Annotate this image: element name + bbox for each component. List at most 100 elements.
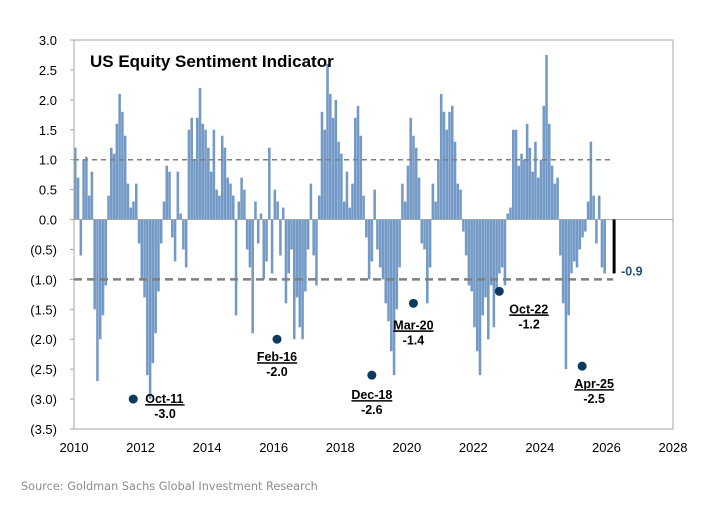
bar — [193, 159, 196, 220]
bar — [578, 219, 582, 250]
bar — [115, 123, 119, 220]
bar — [143, 219, 146, 298]
bar — [254, 201, 257, 220]
bar — [284, 219, 288, 304]
bar — [129, 207, 132, 220]
bar — [248, 219, 252, 268]
bar — [317, 195, 321, 220]
bar — [387, 219, 390, 322]
bar — [437, 159, 440, 220]
x-tick-label: 2016 — [259, 440, 288, 455]
bar — [309, 183, 313, 220]
bar — [340, 153, 343, 220]
annotation-date: Oct-22 — [509, 302, 548, 316]
bar — [126, 183, 130, 220]
bar — [586, 201, 590, 220]
bar — [575, 219, 579, 268]
bar — [570, 219, 573, 274]
bar — [423, 219, 426, 250]
bar — [132, 201, 135, 220]
source-note: Source: Goldman Sachs Global Investment … — [21, 480, 318, 493]
bar — [428, 219, 432, 268]
y-tick-label: 2.0 — [39, 93, 57, 108]
x-tick-label: 2020 — [392, 440, 421, 455]
bar — [553, 183, 557, 220]
bar — [592, 195, 595, 220]
bar — [182, 219, 185, 250]
latest-value-label: -0.9 — [621, 264, 643, 278]
bar — [256, 219, 260, 244]
bar — [209, 171, 213, 220]
bar — [403, 201, 407, 220]
bar — [539, 159, 543, 220]
bar — [367, 219, 371, 280]
bar — [398, 219, 401, 268]
bar — [492, 219, 496, 328]
bar — [470, 219, 473, 292]
y-tick-label: (1.0) — [30, 272, 57, 287]
bar — [356, 105, 360, 220]
bar — [74, 147, 77, 220]
bar — [85, 156, 88, 220]
bar — [487, 219, 490, 340]
bar — [378, 219, 382, 268]
bar — [498, 219, 501, 274]
annotation-date: Dec-18 — [351, 388, 392, 402]
bar-series — [74, 54, 607, 400]
bar — [431, 183, 435, 220]
bar — [434, 201, 437, 220]
annotation-marker — [367, 370, 377, 380]
bar — [426, 219, 429, 304]
annotation-value: -2.0 — [266, 365, 288, 379]
bar — [304, 219, 307, 292]
bar — [232, 195, 235, 220]
bar — [459, 189, 462, 220]
bar — [342, 201, 346, 220]
bar — [218, 195, 221, 220]
y-tick-label: (0.5) — [30, 242, 57, 257]
bar — [251, 219, 254, 334]
bar — [270, 219, 274, 274]
bar — [514, 129, 518, 220]
bar — [509, 207, 512, 220]
bar — [315, 219, 318, 286]
y-axis: 3.0 2.5 2.0 1.5 1.0 0.5 0.0 (0.5) (1.0) (1.5) (2.0… — [30, 33, 74, 437]
bar — [370, 219, 374, 262]
bar — [207, 147, 210, 220]
bar — [259, 213, 263, 220]
bar — [511, 129, 515, 220]
bar — [545, 54, 548, 220]
bar — [290, 219, 293, 250]
x-tick-label: 2012 — [126, 440, 155, 455]
y-tick-label: (2.5) — [30, 362, 57, 377]
bar — [204, 129, 207, 220]
bar — [392, 219, 396, 376]
bar — [279, 219, 282, 256]
bar — [198, 87, 202, 220]
bar — [215, 189, 218, 220]
bar — [473, 219, 476, 328]
x-tick-label: 2028 — [659, 440, 688, 455]
annotations: Oct-11-3.0 Feb-16-2.0 Dec-18-2.6 Mar-20-1.4… — [128, 286, 614, 421]
bar — [110, 147, 113, 220]
bar — [201, 123, 205, 220]
bar — [381, 219, 385, 280]
bar — [176, 171, 180, 220]
bar — [265, 219, 268, 262]
bar — [450, 105, 454, 220]
annotation-marker — [577, 361, 587, 371]
bar — [420, 219, 424, 244]
bar — [292, 219, 296, 340]
bar — [179, 213, 182, 220]
chart-title: US Equity Sentiment Indicator — [90, 52, 334, 71]
bar — [229, 183, 232, 220]
annotation-date: Feb-16 — [257, 350, 297, 364]
annotation-marker — [494, 286, 504, 296]
bar — [171, 219, 174, 238]
y-tick-label: 1.5 — [39, 123, 57, 138]
bar — [190, 117, 193, 220]
bar — [581, 219, 584, 238]
bar — [362, 195, 365, 220]
bar — [273, 189, 277, 220]
bar — [597, 195, 601, 220]
